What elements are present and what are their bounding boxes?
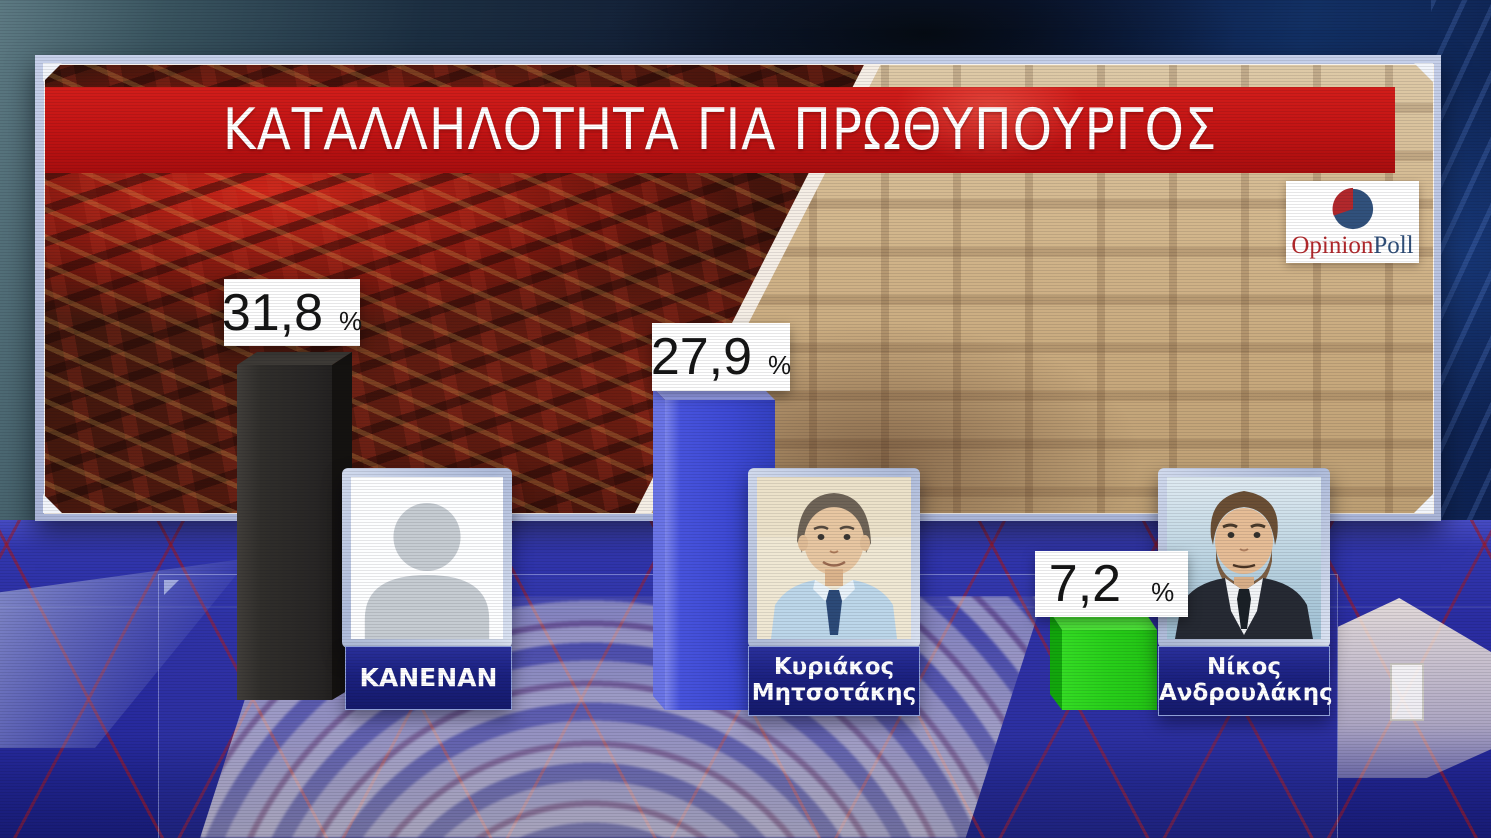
candidate-label-androulakis: Νίκος Ανδρουλάκης [1158, 646, 1333, 716]
page-title: ΚΑΤΑΛΛΗΛΟΤΗΤΑ ΓΙΑ ΠΡΩΘΥΠΟΥΡΓΟΣ [222, 97, 1218, 163]
candidate-label-mitsotakis: Κυριάκος Μητσοτάκης [748, 646, 920, 716]
photo-card-kanenan [342, 468, 512, 648]
value-box-mitsotakis: 27,9 % [650, 323, 792, 391]
value-number: 27,9 [650, 328, 753, 386]
bar-kanenan [237, 352, 352, 700]
label-line1: ΚΑΝΕΝΑΝ [359, 663, 498, 692]
pie-chart-icon [1332, 187, 1373, 230]
label-line1: Νίκος [1207, 654, 1281, 681]
candidate-label-kanenan: ΚΑΝΕΝΑΝ [345, 646, 512, 710]
pane-corner-marker [164, 580, 179, 595]
value-box-kanenan: 31,8 % [221, 279, 363, 346]
reflection-window [1390, 662, 1425, 721]
mitsotakis-photo [757, 477, 911, 639]
logo-text-opinion: Opinion [1291, 232, 1374, 259]
logo-text: OpinionPoll [1291, 233, 1413, 258]
placeholder-avatar [351, 477, 503, 639]
value-box-androulakis: 7,2 % [1035, 551, 1188, 617]
label-line2: Μητσοτάκης [751, 680, 917, 706]
background-light-streaks [1431, 0, 1491, 530]
silhouette-avatar-icon [351, 477, 503, 639]
value-number: 7,2 [1048, 555, 1122, 613]
mitsotakis-portrait [757, 477, 911, 639]
percent-sign: % [768, 350, 792, 380]
percent-sign: % [339, 305, 363, 336]
percent-sign: % [1151, 577, 1175, 607]
label-line2: Ανδρουλάκης [1159, 680, 1333, 706]
logo-text-poll: Poll [1373, 232, 1414, 259]
photo-card-mitsotakis [748, 468, 920, 648]
androulakis-portrait [1167, 477, 1321, 639]
value-number: 31,8 [221, 283, 324, 342]
androulakis-photo [1167, 477, 1321, 639]
label-line1: Κυριάκος [773, 654, 895, 681]
opinionpoll-logo: OpinionPoll [1286, 181, 1419, 263]
title-banner: ΚΑΤΑΛΛΗΛΟΤΗΤΑ ΓΙΑ ΠΡΩΘΥΠΟΥΡΓΟΣ [45, 87, 1395, 173]
main-panel: ΚΑΤΑΛΛΗΛΟΤΗΤΑ ΓΙΑ ΠΡΩΘΥΠΟΥΡΓΟΣ OpinionPo… [35, 55, 1441, 521]
